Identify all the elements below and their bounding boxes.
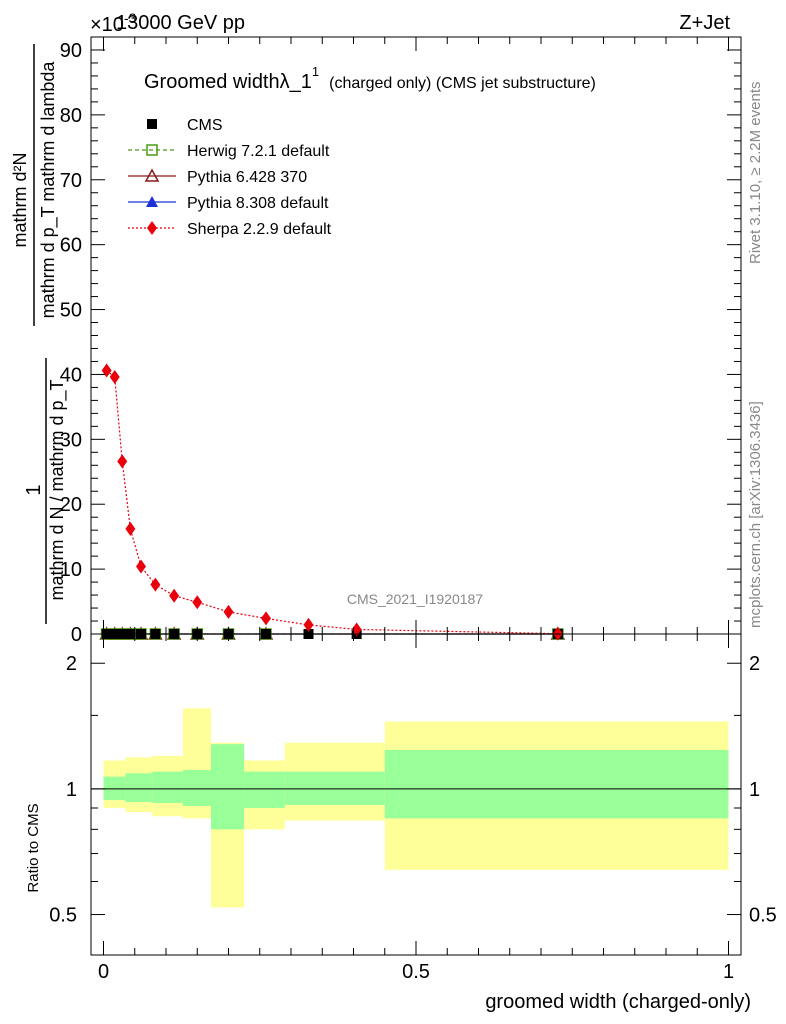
process-label: Z+Jet xyxy=(679,12,730,34)
ratio-y-tick-label: 0.5 xyxy=(49,905,77,927)
legend-label: CMS xyxy=(187,117,223,134)
ratio-bands xyxy=(103,708,729,908)
legend-label: Herwig 7.2.1 default xyxy=(187,143,330,160)
legend: CMS Herwig 7.2.1 default Pythia 6.428 370 P… xyxy=(128,117,332,238)
pythia6-point xyxy=(144,168,160,182)
legend-item: Herwig 7.2.1 default xyxy=(128,143,330,160)
sherpa-point xyxy=(125,521,136,536)
sherpa-point xyxy=(101,363,112,378)
chart-title-sup: 1 xyxy=(312,64,319,79)
exponent-base: ×10 xyxy=(90,14,124,36)
energy-label: 13000 GeV pp xyxy=(116,12,245,34)
ratio-inner-band xyxy=(244,771,285,808)
x-tick-label: 0.5 xyxy=(402,961,430,983)
ratio-inner-band xyxy=(211,744,245,830)
legend-item: CMS xyxy=(147,117,223,134)
exponent-label: ×10-3 xyxy=(90,10,137,36)
ratio-inner-band xyxy=(103,776,126,801)
sherpa-point xyxy=(303,617,314,632)
chart-title: Groomed widthλ_11 (charged only) (CMS jet… xyxy=(144,64,596,93)
watermark: CMS_2021_I1920187 xyxy=(347,591,483,607)
sherpa-point xyxy=(351,622,362,637)
y-tick-label: 20 xyxy=(60,494,82,516)
ratio-axis-ticks: 0.5 0.5 1 1 2 2 0 0.5 1 xyxy=(49,634,777,983)
y-tick-label: 70 xyxy=(60,170,82,192)
sherpa-point xyxy=(223,604,234,619)
chart-title-main: Groomed widthλ_1 xyxy=(144,71,312,93)
y-tick-label: 50 xyxy=(60,300,82,322)
legend-label: Sherpa 2.2.9 default xyxy=(187,221,332,238)
sherpa-point xyxy=(261,611,271,626)
ratio-inner-band xyxy=(125,773,153,803)
ratio-inner-band xyxy=(384,749,729,819)
sherpa-point xyxy=(147,221,157,235)
ratio-y-tick-label: 1 xyxy=(66,779,77,801)
ratio-inner-band xyxy=(152,771,183,804)
legend-item: Pythia 6.428 370 xyxy=(128,168,307,186)
ylabel-num: mathrm d²N xyxy=(10,152,30,247)
y-tick-label: 60 xyxy=(60,235,82,257)
pythia8-point xyxy=(146,196,158,207)
chart-title-suffix: (charged only) (CMS jet substructure) xyxy=(329,75,596,92)
rivet-label: Rivet 3.1.10, ≥ 2.2M events xyxy=(747,82,764,265)
ylabel-prefix-den: mathrm d N / mathrm d p_T xyxy=(47,379,68,600)
ylabel-den: mathrm d p_T mathrm d lambda xyxy=(38,61,59,319)
ratio-inner-band xyxy=(284,771,385,805)
y-tick-label: 90 xyxy=(60,40,82,62)
legend-item: Pythia 8.308 default xyxy=(128,195,329,212)
x-tick-label: 1 xyxy=(723,961,734,983)
ratio-y-tick-label-right: 0.5 xyxy=(749,905,777,927)
main-series-layer xyxy=(99,363,566,641)
ylabel-prefix-num: 1 xyxy=(23,484,45,495)
y-tick-label: 80 xyxy=(60,105,82,127)
sherpa-point xyxy=(150,577,161,592)
legend-item: Sherpa 2.2.9 default xyxy=(128,221,332,238)
cms-point xyxy=(147,119,157,129)
main-ylabel: 1 mathrm d N / mathrm d p_T mathrm d²N m… xyxy=(10,44,68,624)
exponent-power: -3 xyxy=(124,10,137,26)
legend-label: Pythia 8.308 default xyxy=(187,195,329,212)
y-tick-label: 30 xyxy=(60,429,82,451)
herwig-point xyxy=(146,144,158,156)
sherpa-point xyxy=(117,454,128,469)
sherpa-point xyxy=(136,559,146,574)
x-tick-label: 0 xyxy=(98,961,109,983)
mcplots-label: mcplots.cern.ch [arXiv:1306.3436] xyxy=(747,401,764,628)
ratio-ylabel: Ratio to CMS xyxy=(25,803,42,892)
sherpa-point xyxy=(169,588,180,603)
x-axis-label: groomed width (charged-only) xyxy=(485,991,751,1013)
sherpa-point xyxy=(109,370,120,385)
ratio-y-tick-label-right: 2 xyxy=(749,653,760,675)
main-axis-ticks: 0 10 20 30 40 50 60 70 80 90 xyxy=(60,36,741,646)
ratio-inner-band xyxy=(182,769,211,806)
series-sherpa xyxy=(101,363,563,641)
ratio-y-tick-label: 2 xyxy=(66,653,77,675)
sherpa-point xyxy=(192,595,203,610)
y-tick-label: 10 xyxy=(60,559,82,581)
y-tick-label: 40 xyxy=(60,364,82,386)
legend-label: Pythia 6.428 370 xyxy=(187,169,307,186)
y-tick-label: 0 xyxy=(71,624,82,646)
ratio-y-tick-label-right: 1 xyxy=(749,779,760,801)
